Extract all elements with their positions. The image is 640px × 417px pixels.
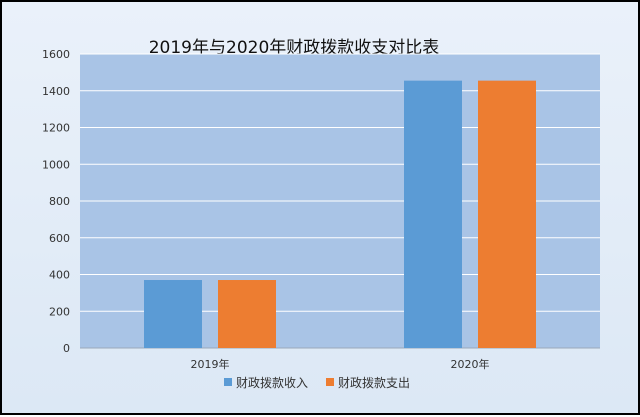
bar-expenditure (218, 280, 276, 348)
x-tick-label: 2019年 (191, 357, 230, 371)
bar-income (404, 80, 462, 349)
legend-label: 财政拨款支出 (338, 376, 410, 390)
y-tick-label: 1000 (42, 158, 70, 171)
bars (144, 80, 536, 349)
y-tick-label: 400 (49, 269, 70, 282)
chart-title: 2019年与2020年财政拨款收支对比表 (149, 38, 440, 58)
y-tick-label: 600 (49, 232, 70, 245)
y-tick-label: 0 (63, 342, 70, 355)
legend-swatch (326, 378, 334, 386)
bar-income (144, 280, 202, 348)
legend: 财政拨款收入 财政拨款支出 (224, 376, 410, 390)
y-tick-label: 800 (49, 195, 70, 208)
x-axis: 2019年 2020年 (191, 357, 490, 371)
legend-swatch (224, 378, 232, 386)
x-tick-label: 2020年 (451, 357, 490, 371)
y-tick-label: 1400 (42, 85, 70, 98)
y-axis: 0 200 400 600 800 1000 1200 1400 1600 (42, 48, 70, 355)
y-tick-label: 1200 (42, 122, 70, 135)
legend-label: 财政拨款收入 (236, 376, 308, 390)
y-tick-label: 1600 (42, 48, 70, 61)
y-tick-label: 200 (49, 305, 70, 318)
bar-expenditure (478, 80, 536, 349)
